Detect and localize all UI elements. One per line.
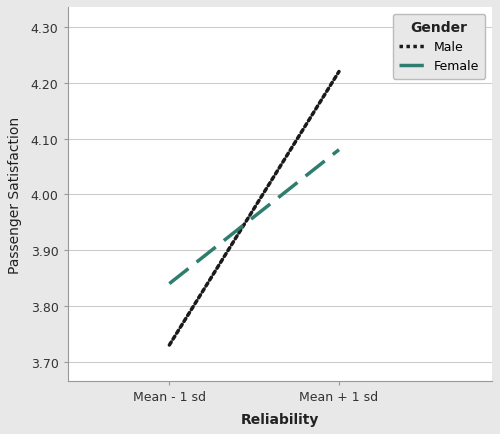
X-axis label: Reliability: Reliability bbox=[240, 412, 319, 426]
Legend: Male, Female: Male, Female bbox=[392, 15, 486, 79]
Y-axis label: Passenger Satisfaction: Passenger Satisfaction bbox=[8, 116, 22, 273]
